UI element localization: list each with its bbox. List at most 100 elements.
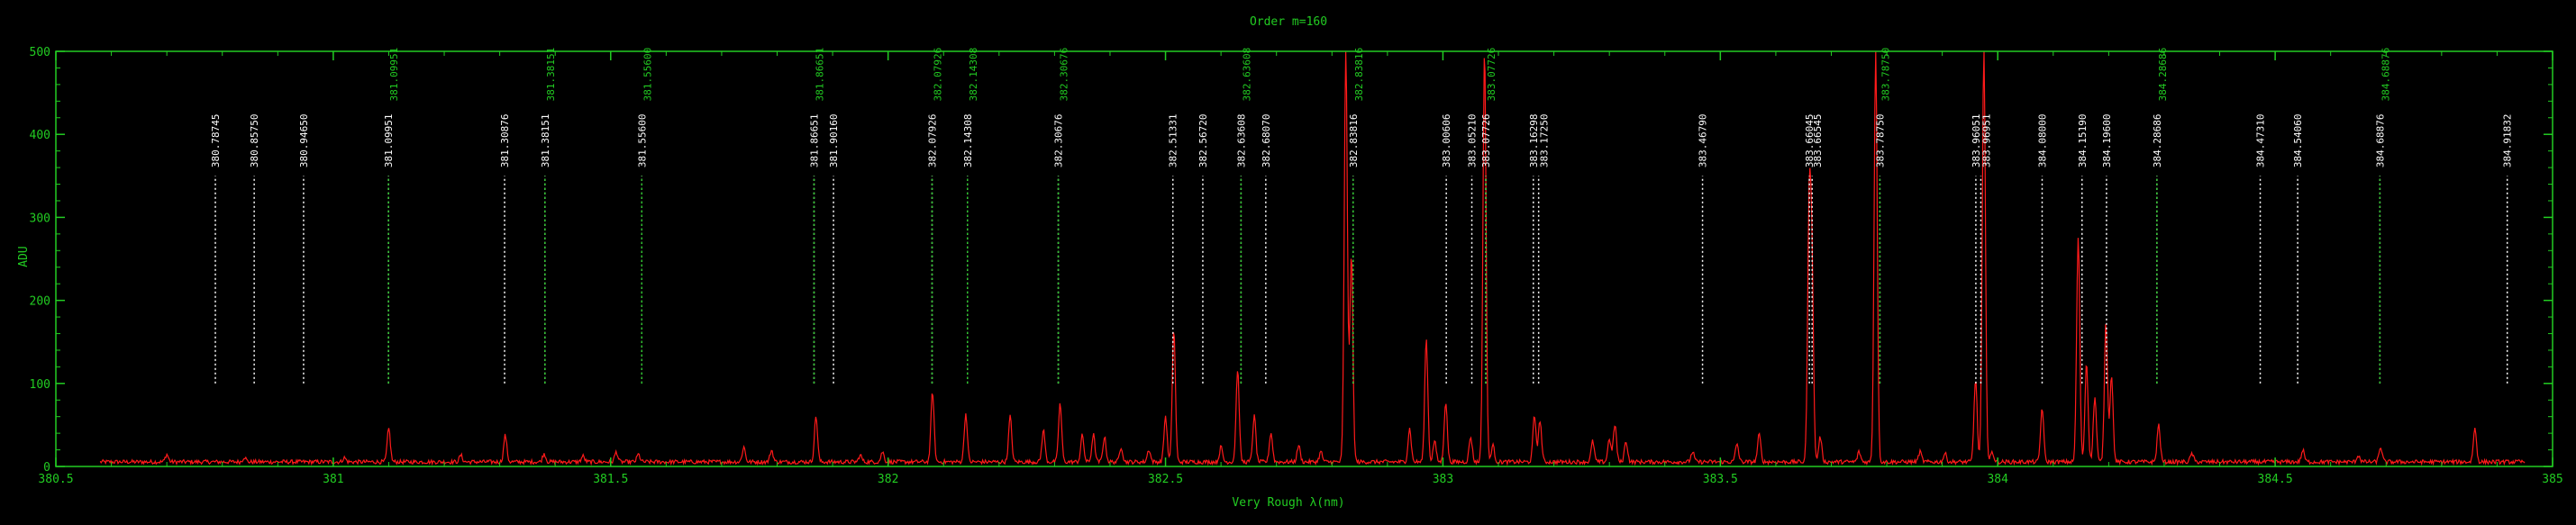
line-id-marker: 383.05210 [1467, 113, 1479, 384]
line-id-label: 381.30876 [499, 113, 511, 167]
line-id-marker: 382.56720 [1197, 113, 1209, 384]
line-identifications: 380.78745 380.85750 380.94650 381.09951 381.… [210, 48, 2514, 384]
line-id-label: 381.90160 [828, 113, 840, 167]
line-id-marker: 384.47310 [2255, 113, 2267, 384]
line-id-label: 384.28686 [2152, 113, 2163, 167]
x-tick-label: 380.5 [38, 473, 73, 486]
line-id-marker: 383.07726 [1485, 48, 1497, 384]
line-id-marker: 384.54060 [2292, 113, 2304, 384]
y-axis-label: ADU [17, 246, 31, 267]
line-id-label: 383.00606 [1441, 113, 1452, 167]
line-id-label: 382.83816 [1348, 113, 1360, 167]
line-id-label: 383.07726 [1486, 48, 1497, 102]
line-id-marker: 384.91832 [2502, 113, 2514, 384]
y-tick-label: 0 [43, 461, 50, 475]
x-tick-label: 383 [1433, 473, 1453, 486]
line-id-label: 383.66545 [1812, 113, 1824, 167]
line-id-marker: 381.38151 [544, 48, 557, 384]
line-id-marker: 382.30676 [1057, 48, 1070, 384]
line-id-marker: 383.17250 [1537, 113, 1551, 384]
spectrum-line [99, 50, 2526, 466]
line-id-marker: 382.51331 [1168, 113, 1179, 384]
line-id-label: 382.30676 [1053, 113, 1065, 167]
line-id-marker: 381.55600 [641, 48, 653, 384]
y-tick-label: 200 [30, 295, 50, 309]
line-id-marker: 383.46790 [1698, 113, 1709, 384]
line-id-label: 381.38151 [545, 48, 557, 102]
line-id-marker: 381.30876 [499, 113, 511, 384]
line-id-label: 384.19600 [2101, 113, 2113, 167]
line-id-label: 382.68070 [1261, 113, 1272, 167]
line-id-marker: 383.00606 [1441, 113, 1452, 384]
line-id-marker: 384.15190 [2077, 113, 2089, 384]
line-id-label: 383.07726 [1480, 113, 1492, 167]
line-id-label: 381.55600 [636, 113, 648, 167]
y-tick-label: 500 [30, 46, 50, 59]
line-id-marker: 382.07926 [931, 48, 943, 384]
line-id-label: 384.54060 [2292, 113, 2304, 167]
line-id-label: 382.63608 [1241, 48, 1252, 102]
x-tick-label: 381.5 [593, 473, 628, 486]
x-tick-label: 382 [878, 473, 898, 486]
line-id-label: 383.78750 [1874, 113, 1886, 167]
line-id-label: 382.14308 [962, 113, 974, 167]
line-id-label: 384.68876 [2380, 48, 2391, 102]
line-id-label: 382.83816 [1353, 48, 1365, 102]
line-id-label: 384.68876 [2374, 113, 2386, 167]
line-id-label: 384.47310 [2255, 113, 2267, 167]
line-id-marker: 384.68876 [2379, 48, 2391, 384]
x-axis-label: Very Rough λ(nm) [1232, 496, 1344, 510]
line-id-marker: 382.63608 [1240, 48, 1252, 384]
line-id-label: 384.15190 [2077, 113, 2089, 167]
line-id-marker: 383.16298 [1528, 113, 1540, 384]
line-id-label: 380.78745 [210, 113, 222, 167]
line-id-label: 382.07926 [932, 48, 943, 102]
line-id-marker: 383.96951 [1980, 113, 1992, 384]
line-id-marker: 383.66045 [1804, 113, 1816, 384]
line-id-label: 381.38151 [540, 113, 551, 167]
line-id-marker: 383.78750 [1879, 48, 1891, 384]
line-id-marker: 384.19600 [2101, 113, 2113, 384]
x-tick-label: 382.5 [1148, 473, 1183, 486]
plot-area [99, 50, 2526, 466]
line-id-label: 382.30676 [1059, 48, 1070, 102]
x-tick-label: 381 [323, 473, 343, 486]
x-tick-label: 385 [2542, 473, 2562, 486]
line-id-marker: 381.86651 [813, 48, 825, 384]
line-id-label: 383.17250 [1539, 113, 1551, 167]
line-id-label: 381.09951 [388, 48, 400, 102]
line-id-marker: 382.14308 [967, 48, 979, 384]
y-tick-label: 400 [30, 129, 50, 142]
line-id-marker: 383.66545 [1811, 113, 1824, 384]
line-id-marker: 380.78745 [210, 113, 222, 384]
line-id-label: 381.86651 [814, 48, 825, 102]
line-id-marker: 384.08000 [2036, 113, 2048, 384]
line-id-marker: 382.68070 [1261, 113, 1272, 384]
y-tick-label: 100 [30, 378, 50, 392]
line-id-marker: 382.83816 [1352, 48, 1365, 384]
line-id-label: 384.08000 [2036, 113, 2048, 167]
line-id-label: 382.14308 [968, 48, 979, 102]
line-id-marker: 383.96051 [1971, 113, 1982, 384]
axes: 380.5 381 381.5 382 382.5 383 383.5 384 384.5 385… [30, 46, 2563, 486]
y-tick-label: 300 [30, 212, 50, 225]
line-id-label: 382.51331 [1168, 113, 1179, 167]
line-id-label: 383.16298 [1528, 113, 1540, 167]
plot-frame [55, 50, 2553, 467]
line-id-label: 383.96051 [1971, 113, 1982, 167]
line-id-marker: 380.85750 [249, 113, 260, 384]
line-id-label: 382.63608 [1235, 113, 1247, 167]
line-id-marker: 381.90160 [828, 113, 840, 384]
line-id-label: 380.85750 [249, 113, 260, 167]
line-id-label: 383.96951 [1980, 113, 1992, 167]
line-id-marker: 381.09951 [387, 48, 400, 384]
line-id-marker: 384.28686 [2156, 48, 2169, 384]
line-id-label: 381.86651 [808, 113, 820, 167]
line-id-label: 383.78750 [1880, 48, 1891, 102]
x-tick-label: 384 [1987, 473, 2008, 486]
line-id-label: 384.28686 [2157, 48, 2169, 102]
line-id-label: 384.91832 [2502, 113, 2514, 167]
line-id-marker: 380.94650 [298, 113, 310, 384]
